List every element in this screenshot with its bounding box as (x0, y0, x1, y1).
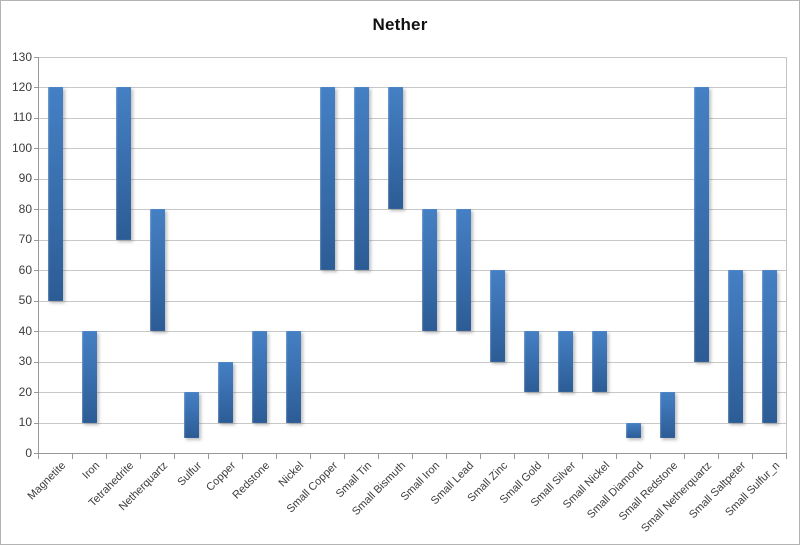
x-axis-tick-20 (718, 454, 719, 459)
gridline-y-30 (38, 361, 786, 363)
y-axis-label-60: 60 (18, 262, 32, 277)
y-axis-tick-110 (34, 117, 38, 119)
bar-small-zinc (489, 270, 505, 362)
bar-small-tin (353, 87, 369, 271)
bar-small-diamond (625, 422, 641, 438)
y-axis-label-130: 130 (11, 49, 32, 64)
bar-small-redstone (659, 392, 675, 438)
bar-small-copper (319, 87, 335, 271)
gridline-y-100 (38, 148, 786, 150)
x-axis-tick-13 (480, 454, 481, 459)
gridline-y-80 (38, 209, 786, 211)
gridline-y-10 (38, 422, 786, 424)
x-axis-tick-12 (446, 454, 447, 459)
x-axis-tick-6 (242, 454, 243, 459)
x-axis-tick-18 (650, 454, 651, 459)
y-axis-label-40: 40 (18, 323, 32, 338)
y-axis-tick-40 (34, 331, 38, 333)
y-axis-tick-0 (34, 453, 38, 454)
bar-small-netherquartz (693, 87, 709, 362)
plot-right-border (786, 57, 787, 453)
gridline-y-60 (38, 270, 786, 272)
y-axis-tick-10 (34, 422, 38, 424)
y-axis-tick-20 (34, 392, 38, 394)
bar-tetrahedrite (115, 87, 131, 240)
y-axis-tick-80 (34, 209, 38, 211)
y-axis-tick-120 (34, 87, 38, 89)
x-axis-tick-4 (174, 454, 175, 459)
y-axis-tick-50 (34, 300, 38, 302)
bar-small-nickel (591, 331, 607, 393)
bar-small-saltpeter (727, 270, 743, 423)
x-axis-tick-5 (208, 454, 209, 459)
y-axis-label-90: 90 (18, 171, 32, 186)
x-axis-tick-7 (276, 454, 277, 459)
bar-small-sulfur-n (761, 270, 777, 423)
gridline-y-90 (38, 178, 786, 180)
y-axis-tick-60 (34, 270, 38, 272)
y-axis-tick-90 (34, 178, 38, 180)
y-axis-tick-30 (34, 361, 38, 363)
x-axis-tick-10 (378, 454, 379, 459)
y-axis-label-30: 30 (18, 354, 32, 369)
x-axis-tick-15 (548, 454, 549, 459)
gridline-y-20 (38, 392, 786, 394)
y-axis-label-10: 10 (18, 415, 32, 430)
bar-sulfur (183, 392, 199, 438)
x-axis-tick-0 (38, 454, 39, 459)
x-axis-tick-1 (72, 454, 73, 459)
x-axis-tick-17 (616, 454, 617, 459)
x-axis-tick-3 (140, 454, 141, 459)
y-axis-label-110: 110 (12, 110, 32, 125)
x-axis-tick-19 (684, 454, 685, 459)
bar-netherquartz (149, 209, 165, 332)
y-axis-line (38, 57, 39, 454)
x-axis-tick-21 (752, 454, 753, 459)
x-axis-tick-9 (344, 454, 345, 459)
y-axis-label-100: 100 (11, 140, 32, 155)
y-axis-label-50: 50 (18, 293, 32, 308)
bar-small-iron (421, 209, 437, 332)
bar-small-lead (455, 209, 471, 332)
y-axis-tick-100 (34, 148, 38, 150)
y-axis-tick-70 (34, 239, 38, 241)
gridline-y-40 (38, 331, 786, 333)
y-axis-label-80: 80 (18, 201, 32, 216)
y-axis-label-120: 120 (11, 79, 32, 94)
bar-magnetite (47, 87, 63, 301)
x-axis-tick-14 (514, 454, 515, 459)
chart-title: Nether (372, 15, 428, 34)
x-axis-tick-8 (310, 454, 311, 459)
bar-redstone (251, 331, 267, 423)
bar-copper (217, 361, 233, 423)
bar-small-gold (523, 331, 539, 393)
x-axis-tick-11 (412, 454, 413, 459)
y-axis-tick-130 (34, 57, 38, 58)
gridline-y-70 (38, 239, 786, 241)
y-axis-label-0: 0 (25, 445, 32, 460)
bar-iron (81, 331, 97, 423)
x-axis-tick-16 (582, 454, 583, 459)
bar-nickel (285, 331, 301, 423)
x-axis-tick-2 (106, 454, 107, 459)
gridline-y-110 (38, 117, 786, 119)
y-axis-label-20: 20 (18, 384, 32, 399)
x-axis-tick-22 (786, 454, 787, 459)
gridline-y-120 (38, 87, 786, 89)
gridline-y-50 (38, 300, 786, 302)
y-axis-label-70: 70 (18, 232, 32, 247)
bar-small-bismuth (387, 87, 403, 210)
bar-small-silver (557, 331, 573, 393)
gridline-y-130 (38, 57, 786, 58)
x-axis-line (38, 453, 787, 454)
